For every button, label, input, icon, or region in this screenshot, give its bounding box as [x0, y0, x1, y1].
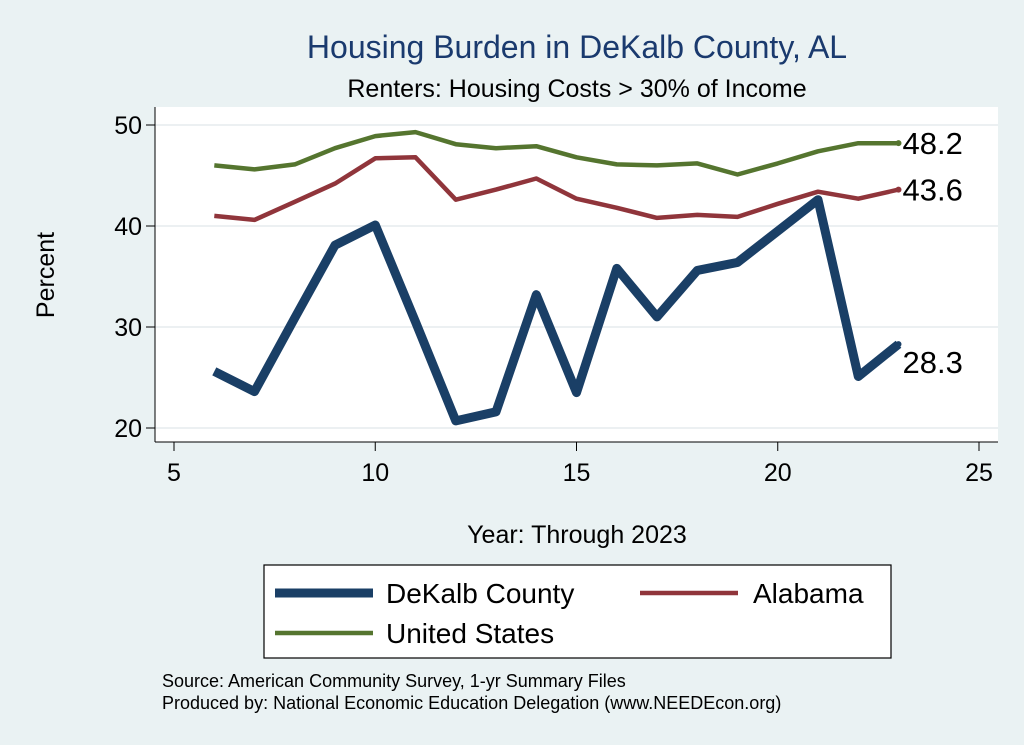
end-marker-dekalb-county [895, 341, 902, 348]
legend-box [263, 564, 892, 659]
end-label-united-states: 48.2 [903, 126, 963, 161]
x-tick-label-10: 10 [361, 459, 389, 487]
series-lines [212, 129, 902, 426]
chart-title: Housing Burden in DeKalb County, AL [307, 29, 847, 65]
end-labels: 28.3 43.6 48.2 [903, 126, 963, 380]
source-line-1: Source: American Community Survey, 1-yr … [162, 671, 626, 691]
x-tick-label-25: 25 [965, 459, 993, 487]
series-line-united-states [214, 129, 899, 177]
y-tick-label-30: 30 [114, 314, 142, 342]
grid-lines [155, 124, 998, 429]
end-label-dekalb-county: 28.3 [903, 345, 963, 380]
end-marker-alabama [895, 186, 902, 193]
chart-subtitle: Renters: Housing Costs > 30% of Income [347, 75, 806, 103]
x-tick-label-15: 15 [563, 459, 591, 487]
legend-label-united-states: United States [386, 618, 554, 649]
y-axis-title: Percent [32, 232, 60, 318]
series-line-alabama [214, 155, 899, 223]
y-tick-label-20: 20 [114, 415, 142, 443]
y-tick-label-40: 40 [114, 213, 142, 241]
axis-ticks: 20 30 40 50 5 10 15 20 25 [114, 112, 993, 487]
source-line-2: Produced by: National Economic Education… [162, 693, 781, 713]
x-tick-label-20: 20 [764, 459, 792, 487]
series-line-dekalb-county [212, 195, 902, 426]
legend-label-alabama: Alabama [753, 578, 864, 609]
legend-label-dekalb-county: DeKalb County [386, 578, 574, 609]
end-marker-united-states [895, 140, 902, 147]
x-axis-title: Year: Through 2023 [467, 521, 687, 549]
end-label-alabama: 43.6 [903, 173, 963, 208]
x-tick-label-5: 5 [167, 459, 181, 487]
legend: DeKalb County Alabama United States [275, 578, 864, 649]
y-tick-label-50: 50 [114, 112, 142, 140]
